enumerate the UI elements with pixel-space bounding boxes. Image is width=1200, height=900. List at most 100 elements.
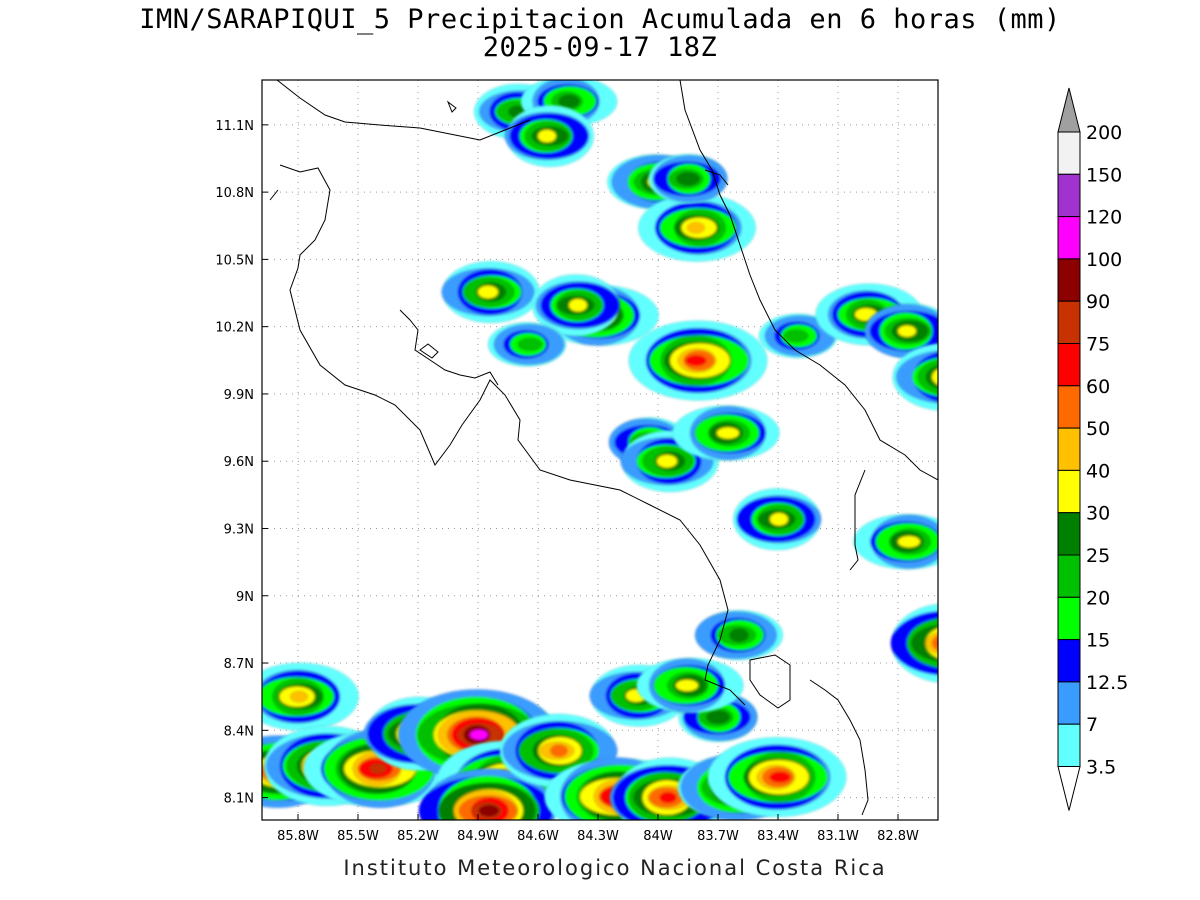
contour-band <box>469 729 489 741</box>
colorbar: 3.5 7 12.5 15 20 25 30 40 50 60 75 90 100 120 150 200 <box>1057 87 1128 811</box>
lat-tick-label: 11.1N <box>215 119 254 134</box>
lon-tick-label: 83.1W <box>817 829 859 844</box>
contour-band <box>675 679 699 692</box>
precip-cell <box>707 737 847 818</box>
contour-band <box>931 635 938 651</box>
precip-cell <box>487 322 567 367</box>
contour-band <box>931 368 938 386</box>
precip-cell <box>892 343 961 411</box>
colorbar-segment <box>1057 554 1081 598</box>
lat-tick-label: 9.9N <box>224 388 254 403</box>
precip-cell <box>262 662 359 731</box>
contour-band <box>656 454 678 468</box>
colorbar-segment <box>1057 131 1081 175</box>
coastline <box>269 80 938 816</box>
colorbar-label: 50 <box>1086 418 1110 440</box>
contour-band <box>939 371 961 382</box>
contour-band <box>550 744 568 758</box>
colorbar-label: 3.5 <box>1086 757 1116 779</box>
contour-band <box>895 350 938 404</box>
lat-tick-label: 9.3N <box>224 522 254 537</box>
lon-tick-label: 84.9W <box>457 829 499 844</box>
colorbar-segment <box>1057 639 1081 683</box>
colorbar-label: 150 <box>1086 164 1122 186</box>
contour-band <box>769 771 791 783</box>
latitude-axis: 11.1N 10.8N 10.5N 10.2N 9.9N 9.6N 9.3N 9N 8.7N 8.… <box>215 119 268 807</box>
colorbar-label: 15 <box>1086 630 1110 652</box>
lat-tick-label: 10.2N <box>215 321 254 336</box>
contour-band <box>729 628 749 643</box>
colorbar-min-arrow <box>1057 766 1081 811</box>
colorbar-segment <box>1057 596 1081 641</box>
contour-band <box>897 535 921 548</box>
contour-band <box>769 512 789 526</box>
precip-cell <box>636 657 744 714</box>
contour-band <box>937 640 938 646</box>
colorbar-max-arrow <box>1057 87 1081 133</box>
colorbar-label: 120 <box>1086 207 1122 229</box>
precip-cell <box>672 405 780 461</box>
lon-tick-label: 85.5W <box>337 829 379 844</box>
precip-cell <box>890 603 938 683</box>
lat-tick-label: 8.4N <box>224 724 254 739</box>
contour-band <box>659 791 677 804</box>
lat-tick-label: 10.5N <box>215 253 254 268</box>
lon-tick-label: 82.8W <box>877 829 919 844</box>
lon-tick-label: 83.4W <box>757 829 799 844</box>
precip-cell <box>638 193 756 262</box>
colorbar-segment <box>1057 723 1081 768</box>
precip-cell <box>303 729 453 809</box>
colorbar-segment <box>1057 343 1081 387</box>
contour-band <box>676 171 700 186</box>
precip-cell <box>418 768 557 820</box>
colorbar-label: 12.5 <box>1086 672 1128 694</box>
lat-tick-label: 9N <box>236 590 254 605</box>
lat-tick-label: 9.6N <box>224 455 254 470</box>
colorbar-label: 60 <box>1086 376 1110 398</box>
contour-band <box>537 129 557 143</box>
precip-field <box>262 80 961 820</box>
colorbar-label: 100 <box>1086 249 1122 271</box>
map-frame <box>261 79 939 821</box>
lon-tick-label: 84.6W <box>517 829 559 844</box>
map-title: IMN/SARAPIQUI_5 Precipitacion Acumulada … <box>139 4 1061 35</box>
precip-cell <box>733 488 822 551</box>
precip-cell <box>628 320 768 401</box>
contour-band <box>478 804 500 817</box>
contour-band <box>706 710 730 725</box>
colorbar-segment <box>1057 681 1081 725</box>
colorbar-segment <box>1057 512 1081 556</box>
colorbar-label: 25 <box>1086 545 1110 567</box>
colorbar-segment <box>1057 173 1081 218</box>
colorbar-label: 7 <box>1086 714 1098 736</box>
colorbar-label: 30 <box>1086 503 1110 525</box>
colorbar-segment <box>1057 300 1081 345</box>
precip-cell <box>532 274 621 337</box>
contour-band <box>897 325 917 338</box>
colorbar-label: 20 <box>1086 587 1110 609</box>
lat-tick-label: 8.7N <box>224 657 254 672</box>
precip-cell <box>758 313 838 359</box>
contour-band <box>369 763 387 775</box>
lon-tick-label: 85.8W <box>277 829 319 844</box>
precip-cell <box>864 303 938 359</box>
colorbar-segment <box>1057 258 1081 302</box>
lon-tick-label: 84.3W <box>577 829 619 844</box>
precip-cell <box>441 261 540 324</box>
institution-credit: Instituto Meteorologico Nacional Costa R… <box>343 856 887 880</box>
contour-band <box>289 690 309 703</box>
contour-band <box>783 329 809 343</box>
map-timestamp: 2025-09-17 18Z <box>482 32 718 63</box>
colorbar-segment <box>1057 216 1081 260</box>
contour-band <box>568 298 588 312</box>
colorbar-label: 75 <box>1086 334 1110 356</box>
colorbar-segment <box>1057 469 1081 514</box>
longitude-axis: 85.8W 85.5W 85.2W 84.9W 84.6W 84.3W 84W 83.7W 83… <box>277 814 919 844</box>
precip-cell <box>648 153 728 204</box>
contour-band <box>477 285 499 299</box>
contour-band <box>686 221 706 234</box>
contour-band <box>716 427 740 440</box>
precip-cell <box>853 513 938 570</box>
colorbar-segment <box>1057 427 1081 471</box>
